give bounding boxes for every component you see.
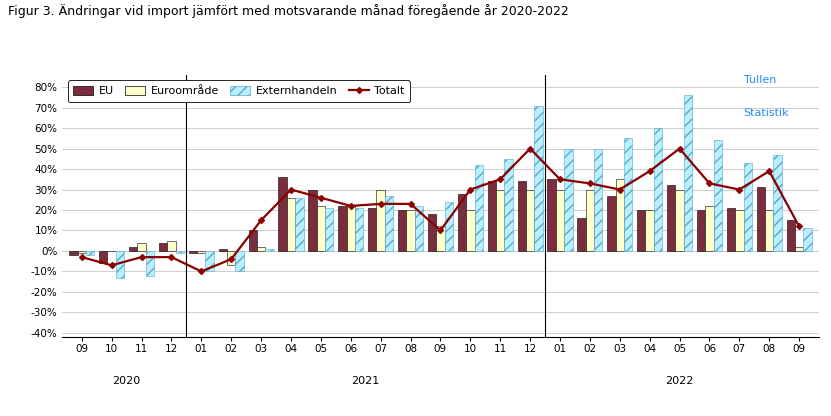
Bar [714,140,722,251]
Bar [556,190,564,251]
Bar [145,251,154,275]
Bar [129,247,137,251]
Bar [398,210,406,251]
Bar [295,198,303,251]
Bar [676,190,684,251]
Bar [99,251,107,263]
Bar [804,228,812,251]
Bar [475,165,483,251]
Bar [77,251,86,253]
Bar [637,210,646,251]
Bar [265,249,273,251]
Bar [684,95,692,251]
Bar [458,193,466,251]
Bar [548,179,556,251]
Bar [428,214,436,251]
Bar [667,186,676,251]
Bar [706,206,714,251]
Bar [795,247,804,251]
Bar [308,190,317,251]
Bar [116,251,124,277]
Bar [624,139,632,251]
Bar [197,251,205,253]
Bar [774,155,782,251]
Bar [385,196,393,251]
Bar [137,243,145,251]
Bar [787,220,795,251]
Bar [167,241,175,251]
Bar [376,190,385,251]
Bar [86,251,94,255]
Bar [338,206,347,251]
Bar [278,177,287,251]
Text: 2020: 2020 [112,376,140,386]
Bar [287,198,295,251]
Text: 2022: 2022 [666,376,694,386]
Bar [534,106,543,251]
Bar [744,163,752,251]
Bar [504,159,513,251]
Bar [227,251,235,265]
Bar [757,188,765,251]
Bar [347,206,355,251]
Bar [594,149,602,251]
Bar [235,251,243,271]
Bar [325,208,333,251]
Bar [654,128,662,251]
Bar [355,208,363,251]
Bar [488,181,496,251]
Bar [248,230,257,251]
Bar [607,196,616,251]
Bar [466,210,475,251]
Bar [646,210,654,251]
Bar [219,249,227,251]
Bar [765,210,774,251]
Bar [257,247,265,251]
Bar [69,251,77,255]
Bar [205,251,214,271]
Bar [526,190,534,251]
Bar [518,181,526,251]
Bar [578,218,586,251]
Bar [586,190,594,251]
Bar [697,210,706,251]
Bar [159,243,167,251]
Text: Statistik: Statistik [744,108,789,118]
Text: Tullen: Tullen [744,75,776,85]
Bar [189,251,197,253]
Bar [368,208,376,251]
Bar [445,202,453,251]
Bar [317,206,325,251]
Bar [735,210,744,251]
Bar [564,149,573,251]
Legend: EU, Euroområde, Externhandeln, Totalt: EU, Euroområde, Externhandeln, Totalt [68,80,411,102]
Bar [406,210,415,251]
Bar [175,251,184,253]
Bar [496,190,504,251]
Bar [616,179,624,251]
Text: 2021: 2021 [352,376,380,386]
Bar [727,208,735,251]
Text: Figur 3. Ändringar vid import jämfört med motsvarande månad föregående år 2020-2: Figur 3. Ändringar vid import jämfört me… [8,4,569,18]
Bar [415,206,423,251]
Bar [436,226,445,251]
